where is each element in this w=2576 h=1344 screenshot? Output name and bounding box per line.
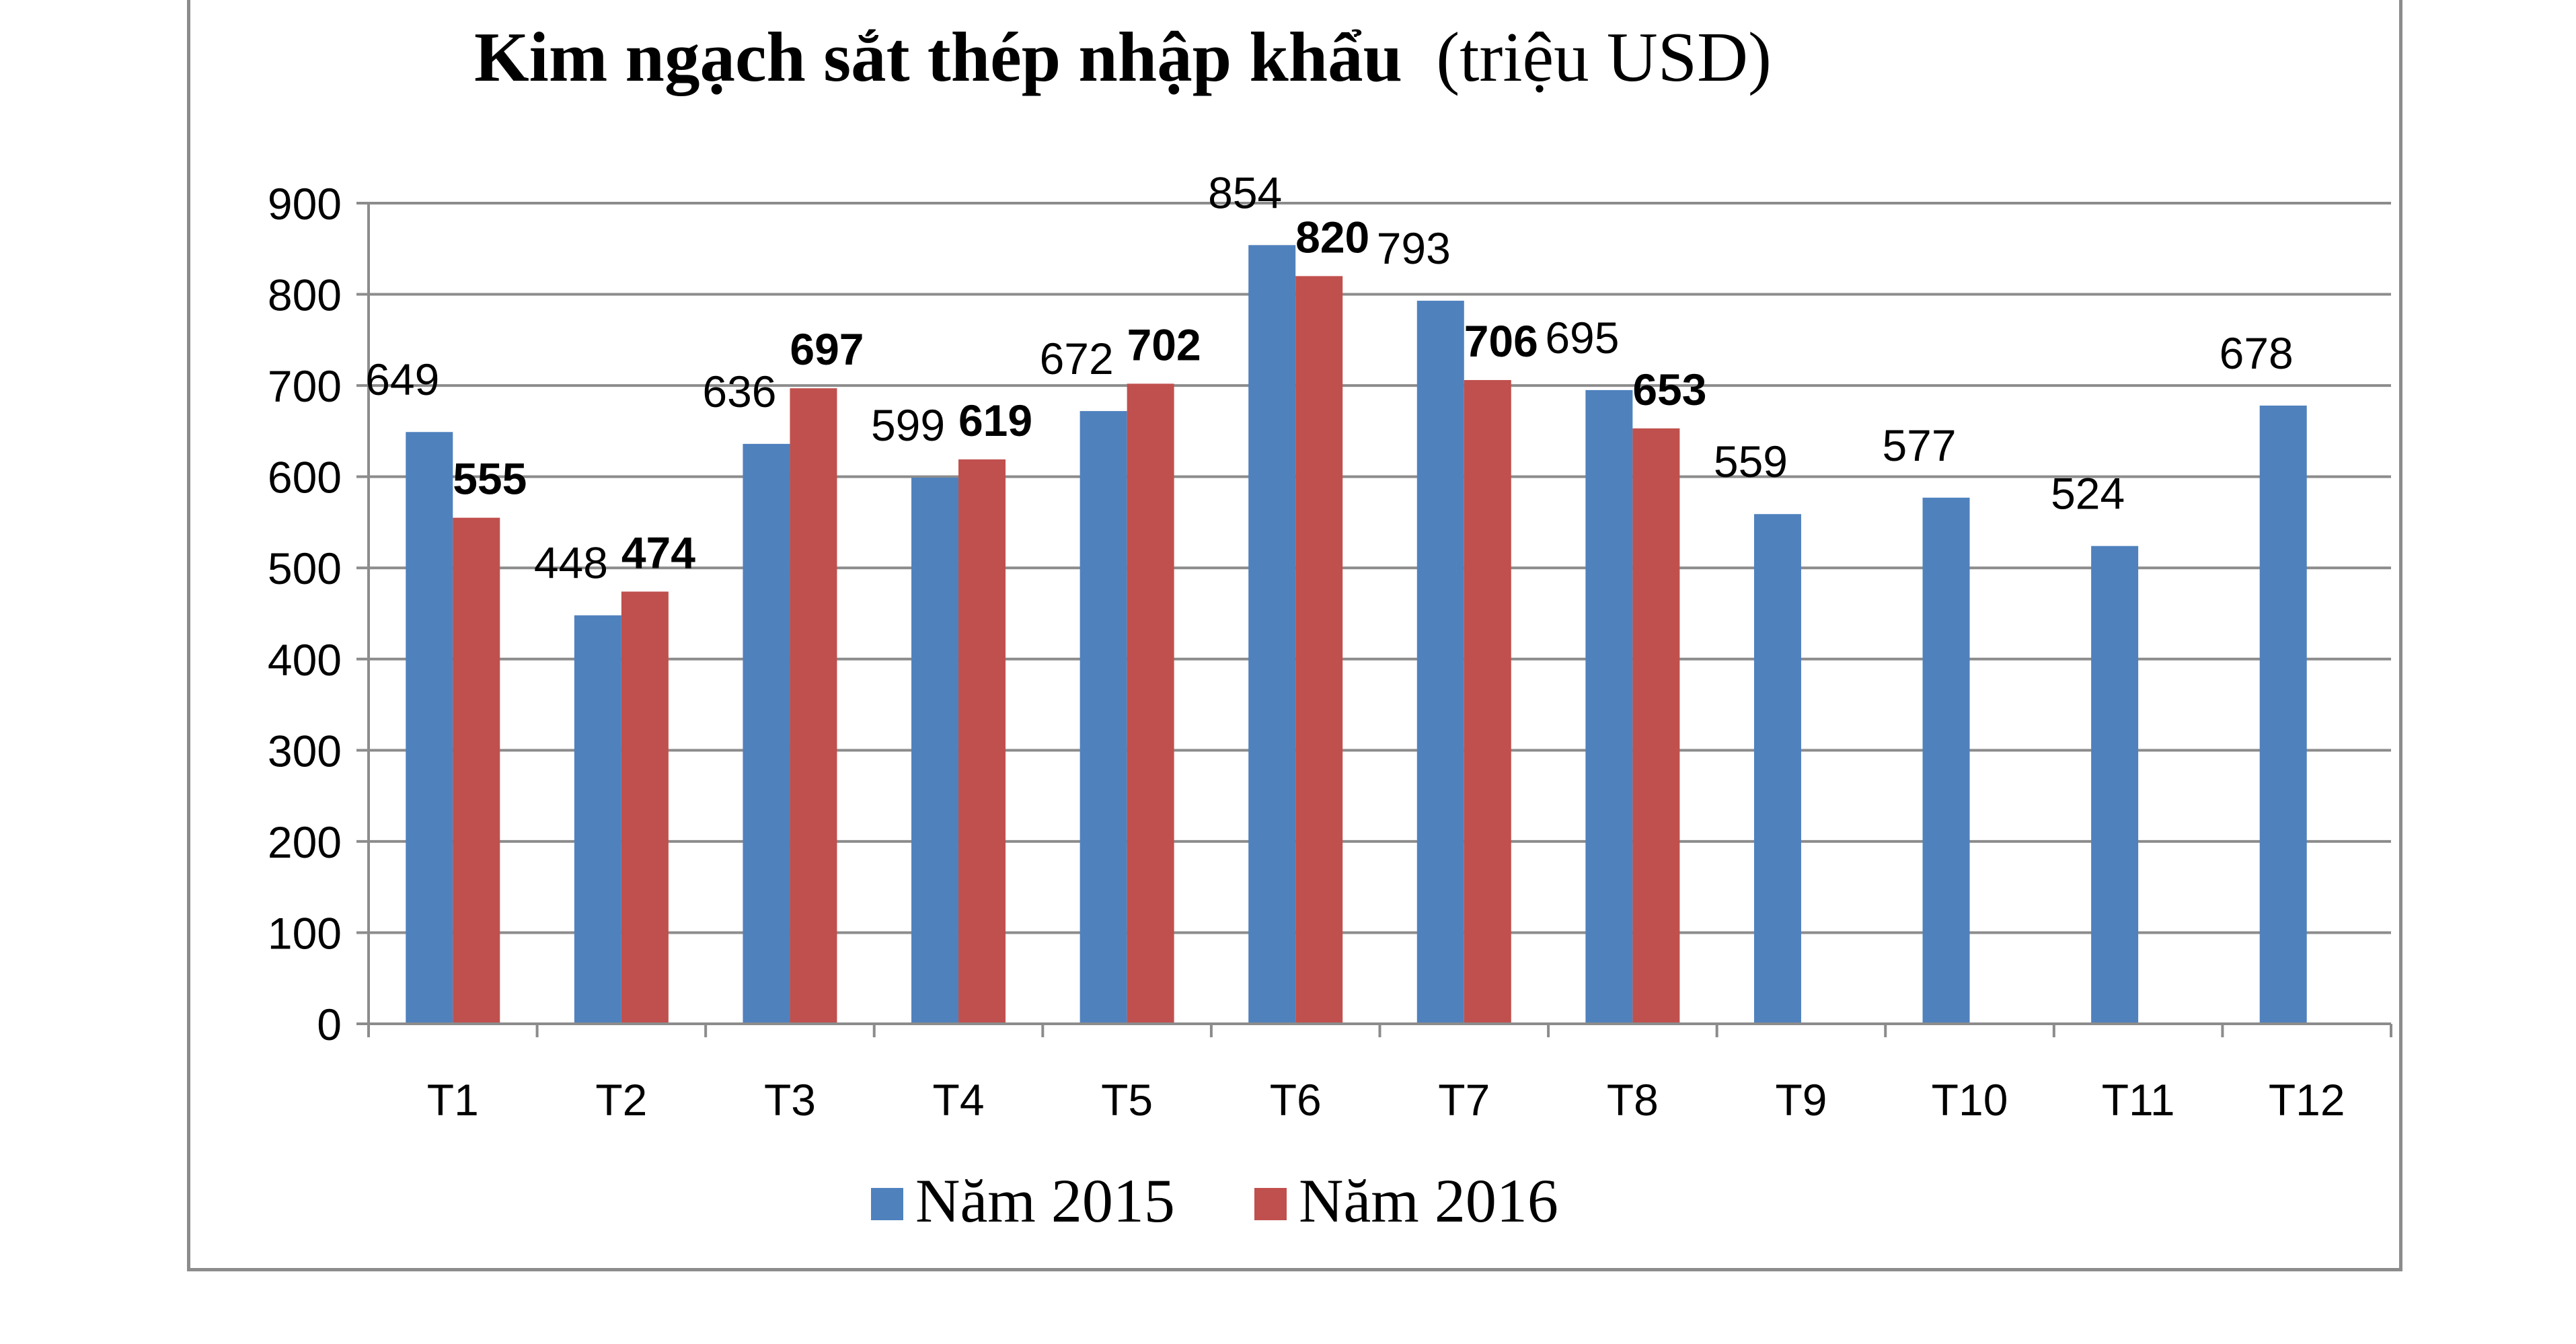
x-tick-label: T6: [1270, 1075, 1322, 1125]
bar-nam-2015-t2: [574, 615, 621, 1024]
bar-nam-2015-t3: [743, 443, 790, 1024]
bar-nam-2015-t8: [1585, 389, 1633, 1024]
x-axis: T1 T2 T3 T4 T5 T6 T7 T8 T9 T10 T11 T12: [367, 1022, 2392, 1125]
x-tick-label: T2: [595, 1075, 647, 1125]
x-tick-label: T10: [1932, 1075, 2008, 1125]
x-tick-label: T1: [427, 1075, 479, 1125]
bar-nam-2015-t11: [2091, 546, 2139, 1024]
y-tick-label: 600: [268, 453, 342, 502]
data-label-nam-2015-t2: 448: [534, 538, 608, 588]
bar-nam-2016-t6: [1295, 276, 1343, 1024]
data-label-nam-2015-t4: 599: [871, 400, 945, 450]
data-label-nam-2015-t5: 672: [1040, 334, 1114, 383]
data-label-nam-2015-t7: 793: [1377, 223, 1451, 273]
bar-nam-2016-t2: [621, 591, 669, 1024]
data-label-nam-2016-t2: 474: [621, 527, 695, 577]
data-label-nam-2016-t5: 702: [1127, 320, 1201, 369]
x-tick-label: T8: [1607, 1075, 1659, 1125]
bar-nam-2016-t4: [958, 459, 1006, 1024]
y-tick-label: 900: [268, 179, 342, 229]
y-tick-label: 100: [268, 908, 342, 958]
data-label-nam-2015-t8: 695: [1545, 313, 1619, 363]
data-label-nam-2015-t10: 577: [1882, 420, 1956, 470]
y-tick-label: 200: [268, 817, 342, 867]
y-tick-label: 700: [268, 361, 342, 411]
data-label-nam-2015-t9: 559: [1714, 437, 1788, 486]
y-tick-label: 0: [317, 1000, 342, 1049]
legend-swatch-nam-2016: [1254, 1188, 1287, 1220]
x-tick-label: T12: [2269, 1075, 2345, 1125]
data-label-nam-2016-t8: 653: [1632, 365, 1706, 414]
data-label-nam-2015-t1: 649: [365, 354, 439, 404]
y-tick-label: 500: [268, 544, 342, 593]
bar-nam-2015-t5: [1079, 411, 1127, 1024]
bar-nam-2016-t1: [453, 517, 500, 1024]
bar-nam-2016-t3: [790, 388, 837, 1024]
bars: [406, 245, 2307, 1024]
x-tick-label: T4: [933, 1075, 985, 1125]
chart-frame: Kim ngạch sắt thép nhập khẩu (triệu USD)…: [187, 0, 2402, 1271]
chart-title-unit: (triệu USD): [1436, 17, 1772, 96]
data-label-nam-2015-t12: 678: [2220, 328, 2294, 378]
chart-title: Kim ngạch sắt thép nhập khẩu (triệu USD): [474, 17, 1772, 96]
data-label-nam-2016-t3: 697: [790, 324, 864, 374]
bar-nam-2015-t7: [1416, 301, 1464, 1024]
data-label-nam-2016-t4: 619: [958, 396, 1032, 445]
legend: Năm 2015 Năm 2016: [871, 1166, 1558, 1235]
bar-nam-2016-t8: [1632, 428, 1680, 1024]
y-tick-label: 800: [268, 270, 342, 320]
data-label-nam-2015-t11: 524: [2051, 469, 2125, 519]
x-tick-label: T5: [1101, 1075, 1153, 1125]
data-label-nam-2015-t3: 636: [702, 367, 776, 416]
x-tick-label: T11: [2102, 1075, 2175, 1125]
bar-nam-2015-t9: [1753, 514, 1801, 1024]
data-label-nam-2016-t7: 706: [1464, 316, 1538, 366]
gridlines: [369, 202, 2391, 934]
legend-label-nam-2016: Năm 2016: [1299, 1166, 1558, 1235]
bar-nam-2016-t7: [1464, 379, 1511, 1024]
legend-label-nam-2015: Năm 2015: [915, 1166, 1175, 1235]
y-tick-label: 300: [268, 726, 342, 776]
chart-canvas: Kim ngạch sắt thép nhập khẩu (triệu USD)…: [268, 17, 2392, 1235]
legend-swatch-nam-2015: [871, 1188, 903, 1220]
x-tick-label: T9: [1775, 1075, 1827, 1125]
bar-nam-2015-t10: [1922, 497, 1970, 1024]
y-axis: 0 100 200 300 400 500 600 700 800 900: [268, 179, 370, 1049]
x-tick-label: T3: [764, 1075, 816, 1125]
bar-nam-2015-t6: [1248, 245, 1296, 1024]
y-tick-label: 400: [268, 635, 342, 685]
bar-nam-2015-t12: [2259, 405, 2307, 1024]
bar-nam-2015-t4: [911, 478, 959, 1024]
data-label-nam-2016-t6: 820: [1295, 212, 1369, 262]
x-tick-label: T7: [1438, 1075, 1490, 1125]
bar-nam-2015-t1: [406, 432, 453, 1024]
chart-title-bold: Kim ngạch sắt thép nhập khẩu: [474, 17, 1402, 96]
data-label-nam-2016-t1: 555: [453, 454, 527, 504]
data-label-nam-2015-t6: 854: [1208, 167, 1282, 217]
bar-nam-2016-t5: [1127, 383, 1174, 1024]
